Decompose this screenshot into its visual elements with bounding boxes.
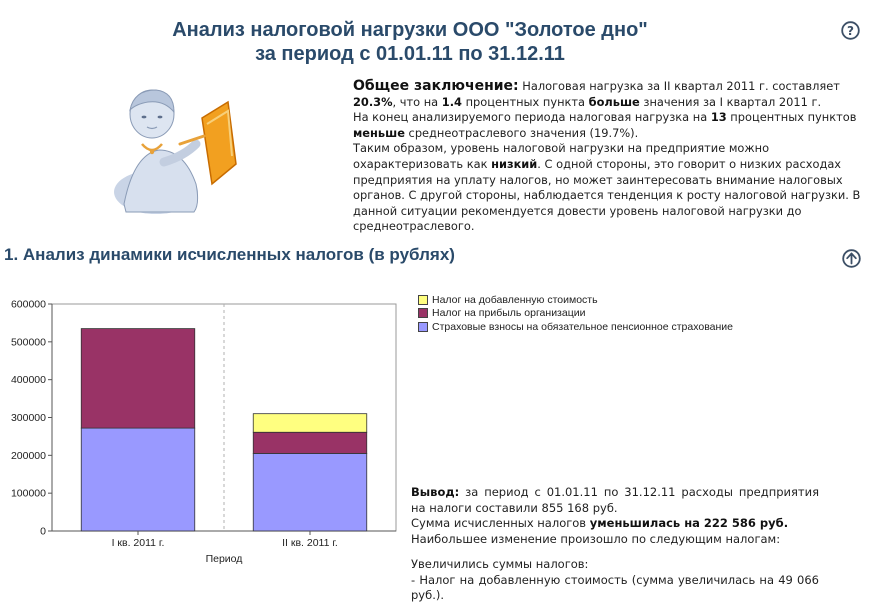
conclusion-text: Наибольшее изменение произошло по следую… — [411, 531, 781, 546]
summary-text: процентных пункта — [461, 94, 589, 109]
assistant-avatar — [114, 89, 237, 214]
tax-dynamics-chart: 0 100000 200000 300000 400000 500000 600000 I к… — [11, 299, 397, 565]
bar-segment — [80, 328, 196, 429]
help-icon[interactable]: ? — [841, 21, 860, 40]
bar-segment — [80, 427, 196, 532]
tax-total-change: уменьшилась на 222 586 руб. — [589, 516, 789, 530]
chart-legend: Налог на добавленную стоимость Налог на п… — [418, 293, 733, 334]
legend-item: Налог на добавленную стоимость — [418, 293, 733, 307]
legend-swatch — [418, 294, 428, 305]
x-tick-label: I кв. 2011 г. — [112, 537, 165, 549]
y-tick-label: 100000 — [11, 488, 46, 500]
summary-text: Налоговая нагрузка за II квартал 2011 г.… — [518, 79, 840, 93]
summary-text: процентных пунктов — [726, 110, 857, 125]
summary-text: , что на — [392, 94, 442, 109]
general-conclusion-label: Общее заключение: — [353, 78, 519, 94]
summary-text: значения за I квартал 2011 г. — [639, 94, 822, 109]
y-tick-label: 300000 — [11, 412, 46, 424]
industry-gap-value: 13 — [710, 110, 727, 125]
bar-segment — [252, 453, 368, 532]
y-tick-label: 400000 — [11, 374, 46, 386]
legend-swatch — [418, 308, 428, 319]
bar-segment — [252, 413, 368, 433]
legend-swatch — [418, 321, 428, 332]
y-tick-label: 500000 — [11, 336, 46, 348]
conclusion-text: за период с 01.01.11 по 31.12.11 расходы… — [411, 485, 819, 515]
legend-label: Налог на прибыль организации — [432, 307, 586, 320]
legend-item: Налог на прибыль организации — [418, 307, 733, 321]
summary-text: среднеотраслевого значения (19.7%). — [404, 125, 639, 140]
page-title-line1: Анализ налоговой нагрузки ООО "Золотое д… — [172, 19, 648, 41]
legend-label: Налог на добавленную стоимость — [432, 293, 598, 306]
x-axis-label: Период — [206, 553, 243, 565]
x-tick-label: II кв. 2011 г. — [282, 537, 338, 549]
conclusion: Вывод: за период с 01.01.11 по 31.12.11 … — [411, 485, 819, 604]
section-title: 1. Анализ динамики исчисленных налогов (… — [4, 245, 455, 264]
y-tick-label: 600000 — [11, 299, 46, 311]
scroll-to-top-icon[interactable] — [842, 249, 861, 268]
industry-gap-direction: меньше — [353, 125, 405, 140]
legend-label: Страховые взносы на обязательное пенсион… — [432, 320, 733, 333]
tax-burden-level: низкий — [491, 156, 538, 171]
y-tick-label: 0 — [40, 526, 46, 538]
increased-taxes-heading: Увеличились суммы налогов: — [411, 557, 589, 571]
general-conclusion: Общее заключение: Налоговая нагрузка за … — [353, 78, 865, 235]
summary-text: Таким образом, уровень налоговой нагрузк… — [353, 141, 770, 171]
tax-burden-change-value: 1.4 — [441, 94, 462, 109]
page-title-line2: за период с 01.01.11 по 31.12.11 — [255, 43, 565, 65]
bar-segment — [252, 431, 368, 454]
legend-item: Страховые взносы на обязательное пенсион… — [418, 320, 733, 334]
increased-tax-item: - Налог на добавленную стоимость (сумма … — [411, 572, 819, 603]
page-title: Анализ налоговой нагрузки ООО "Золотое д… — [150, 18, 670, 66]
summary-text: . С одной стороны, это говорит о низких … — [353, 156, 861, 234]
summary-text: На конец анализируемого периода налогова… — [353, 110, 711, 125]
conclusion-text: Сумма исчисленных налогов — [411, 516, 590, 530]
tax-burden-q2-value: 20.3% — [353, 94, 393, 109]
tax-burden-direction: больше — [588, 94, 640, 109]
y-tick-label: 200000 — [11, 450, 46, 462]
svg-text:?: ? — [847, 24, 854, 38]
conclusion-label: Вывод: — [411, 485, 460, 499]
